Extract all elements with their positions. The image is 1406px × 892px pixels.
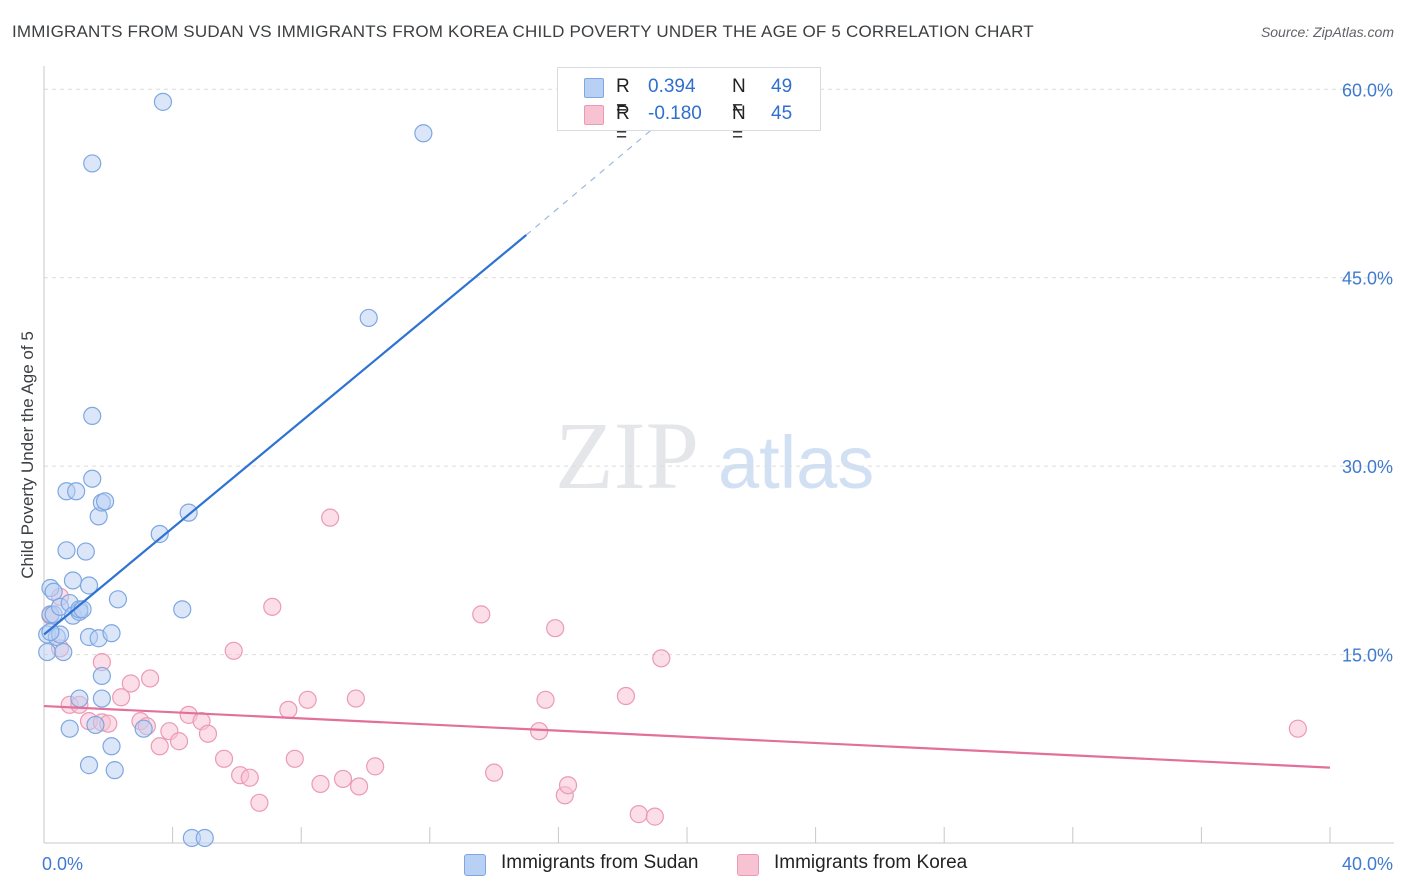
sudan-point (92, 689, 111, 708)
korea-point (250, 793, 269, 812)
legend-swatch-sudan (464, 854, 486, 876)
sudan-point (86, 715, 105, 735)
watermark: ZIP atlas (555, 402, 874, 509)
sudan-point (92, 666, 111, 686)
chart-title: IMMIGRANTS FROM SUDAN VS IMMIGRANTS FROM… (12, 22, 1034, 41)
sudan-point (76, 542, 95, 561)
legend-r-label: R = (616, 103, 630, 146)
korea-point (1288, 719, 1307, 738)
trend-lines (43, 126, 1331, 769)
legend-label-sudan: Immigrants from Sudan (501, 852, 699, 873)
korea-point (536, 690, 555, 709)
korea-point (366, 757, 385, 776)
sudan-point (359, 308, 378, 328)
sudan-trend-line (43, 234, 527, 636)
korea-point (169, 732, 189, 751)
x-tick-label: 40.0% (1342, 854, 1393, 874)
sudan-point (153, 92, 173, 111)
legend-swatch-korea (737, 854, 759, 876)
legend-n-label: N = (732, 76, 746, 119)
correlation-legend: R = 0.394 N = 49 R = -0.180 N = 45 (557, 67, 821, 146)
sudan-point (38, 642, 57, 662)
korea-point (214, 749, 234, 768)
legend-n-value: 49 (771, 76, 793, 97)
y-tick-label: 60.0% (1342, 80, 1393, 100)
sudan-point (95, 492, 115, 511)
legend-r-value: 0.394 (648, 76, 696, 97)
sudan-point (44, 582, 63, 601)
legend-n-value: 45 (771, 103, 793, 124)
legend-n-label: N = (732, 103, 746, 146)
korea-point (279, 700, 298, 719)
sudan-point (173, 600, 192, 619)
korea-point (485, 763, 504, 782)
korea-trend-line (43, 704, 1331, 769)
korea-point (263, 597, 282, 616)
sudan-point (41, 622, 60, 642)
korea-point (652, 649, 671, 668)
grid-lines (44, 88, 1394, 656)
korea-point (629, 805, 648, 824)
y-axis-label: Child Poverty Under the Age of 5 (18, 331, 37, 579)
sudan-point (150, 524, 169, 544)
sudan-point (414, 124, 433, 143)
sudan-point (108, 590, 128, 609)
watermark-atlas: atlas (718, 421, 874, 504)
legend-r-value: -0.180 (648, 103, 702, 124)
sudan-point (83, 406, 102, 426)
sudan-point (83, 154, 102, 173)
sudan-point (60, 719, 79, 738)
x-tick-label: 0.0% (42, 854, 83, 874)
korea-point (333, 769, 353, 789)
korea-point (150, 737, 169, 756)
legend-label-korea: Immigrants from Korea (774, 852, 968, 873)
legend-swatch-korea (584, 105, 604, 125)
watermark-zip: ZIP (555, 402, 699, 509)
korea-point (530, 722, 549, 741)
korea-point (121, 674, 140, 693)
sudan-point (54, 642, 73, 662)
y-tick-label: 30.0% (1342, 457, 1393, 477)
korea-point (645, 807, 664, 826)
korea-point (112, 688, 131, 707)
axis-tick-labels: 15.0% 30.0% 45.0% 60.0% 0.0% 40.0% (42, 80, 1393, 874)
sudan-point (67, 482, 86, 501)
korea-point (224, 641, 243, 660)
korea-point (472, 605, 491, 624)
korea-point (240, 768, 259, 787)
korea-point (198, 724, 218, 743)
sudan-point (102, 737, 121, 756)
sudan-point (83, 469, 102, 488)
sudan-point (57, 541, 76, 560)
sudan-point (70, 689, 89, 708)
korea-point (558, 776, 578, 795)
sudan-point (195, 828, 214, 848)
korea-point (285, 749, 304, 768)
sudan-point (79, 756, 99, 775)
korea-point (546, 619, 565, 638)
source-label: Source: ZipAtlas.com (1260, 24, 1394, 40)
korea-point (298, 690, 317, 709)
legend-r-label: R = (616, 76, 630, 119)
korea-point (321, 508, 340, 527)
sudan-points (38, 92, 433, 848)
sudan-point (105, 761, 124, 780)
y-tick-label: 45.0% (1342, 269, 1393, 289)
korea-point (616, 686, 636, 706)
sudan-trend-extension (525, 126, 656, 236)
korea-point (140, 669, 160, 688)
x-axis (43, 66, 1394, 844)
sudan-point (134, 719, 153, 738)
korea-points (41, 508, 1307, 826)
legend-swatch-sudan (584, 78, 604, 98)
korea-point (346, 689, 365, 708)
korea-point (349, 777, 369, 796)
sudan-point (63, 571, 83, 590)
sudan-point (102, 624, 121, 643)
y-tick-label: 15.0% (1342, 646, 1393, 666)
korea-point (311, 774, 330, 794)
sudan-point (79, 576, 99, 595)
